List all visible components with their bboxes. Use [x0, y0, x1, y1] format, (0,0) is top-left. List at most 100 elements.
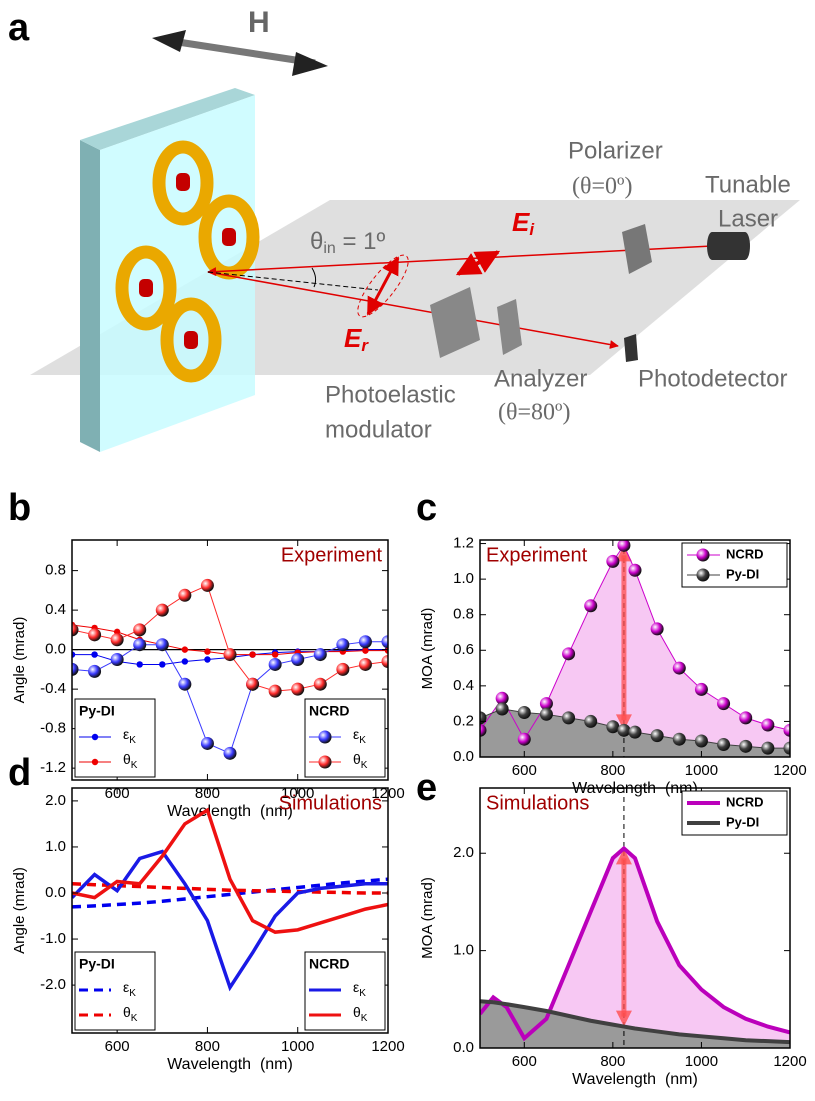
legend-title: NCRD [309, 956, 349, 972]
chart: b0.80.40.0-0.4-0.8-1.260080010001200Wave… [8, 487, 405, 820]
legend-subscript: K [131, 760, 138, 771]
data-point [540, 708, 553, 721]
data-point [224, 747, 237, 760]
analyzer-angle: (θ=80º) [498, 400, 570, 426]
data-point [673, 733, 686, 746]
y-tick-label: 0.0 [45, 641, 66, 658]
data-point [336, 638, 349, 651]
data-point [201, 737, 214, 750]
disk [139, 279, 153, 297]
data-point [717, 738, 730, 751]
legend: NCRD [305, 699, 385, 777]
annotation: Simulations [486, 792, 589, 814]
legend: Py-DI [75, 952, 155, 1030]
x-tick-label: 600 [105, 1038, 130, 1055]
data-point [629, 564, 642, 577]
y-tick-label: 1.0 [453, 570, 474, 587]
x-tick-label: 1200 [773, 762, 806, 779]
data-point [651, 622, 664, 635]
data-point [156, 638, 169, 651]
data-point [111, 653, 124, 666]
field-arrow [165, 40, 315, 63]
y-tick-label: 0.4 [453, 677, 474, 694]
data-point [246, 678, 259, 691]
legend: NCRD [305, 952, 385, 1030]
legend-marker [92, 759, 98, 765]
data-point [739, 711, 752, 724]
data-point [291, 683, 304, 696]
modulator-label: modulator [325, 416, 432, 443]
y-tick-label: 0.0 [453, 1039, 474, 1056]
disk [184, 331, 198, 349]
data-point [761, 742, 774, 755]
legend-subscript: K [361, 1013, 368, 1024]
data-point [201, 579, 214, 592]
y-tick-label: -1.0 [40, 930, 66, 947]
data-point [269, 685, 282, 698]
data-point [617, 539, 630, 552]
modulator-label: Photoelastic [325, 381, 456, 408]
polarizer-label: Polarizer [568, 137, 663, 164]
data-point [695, 683, 708, 696]
panel-label: e [416, 767, 437, 809]
legend-name: θ [123, 751, 131, 767]
y-tick-label: 0.6 [453, 641, 474, 658]
y-tick-label: -0.8 [40, 720, 66, 737]
data-point [739, 740, 752, 753]
data-point [606, 720, 619, 733]
y-tick-label: 1.0 [453, 942, 474, 959]
y-axis-label: MOA (mrad) [419, 877, 436, 959]
x-tick-label: 1000 [685, 1053, 718, 1070]
data-point [111, 633, 124, 646]
figure: a H [0, 0, 815, 1101]
legend-title: NCRD [309, 703, 349, 719]
data-point [336, 663, 349, 676]
x-tick-label: 1000 [685, 762, 718, 779]
panel-label: b [8, 487, 31, 529]
x-axis-label: Wavelength (nm) [572, 1071, 698, 1088]
data-point [159, 661, 165, 667]
data-point [178, 678, 191, 691]
panel-label: c [416, 487, 437, 529]
data-point [314, 678, 327, 691]
data-point [178, 589, 191, 602]
data-point [133, 638, 146, 651]
y-tick-label: 0.0 [45, 884, 66, 901]
y-tick-label: -2.0 [40, 976, 66, 993]
legend-name: θ [353, 751, 361, 767]
y-tick-label: 2.0 [45, 792, 66, 809]
data-point [182, 658, 188, 664]
x-axis-label: Wavelength (nm) [167, 1056, 293, 1073]
legend: NCRDPy-DI [682, 543, 787, 587]
plate-side [80, 140, 100, 452]
polarizer-angle: (θ=0º) [572, 174, 632, 200]
angle-text: = 1º [336, 228, 386, 255]
legend-subscript: K [131, 1013, 138, 1024]
legend-title: Py-DI [79, 703, 115, 719]
y-tick-label: 1.2 [453, 535, 474, 552]
data-point [91, 651, 97, 657]
y-tick-label: -0.4 [40, 680, 66, 697]
y-tick-label: 2.0 [453, 844, 474, 861]
data-point [629, 726, 642, 739]
data-point [272, 651, 278, 657]
annotation: Experiment [486, 544, 588, 566]
legend-title: Py-DI [79, 956, 115, 972]
legend-label: Py-DI [726, 566, 759, 581]
data-point [133, 623, 146, 636]
data-point [224, 648, 237, 661]
data-point [606, 555, 619, 568]
y-axis-label: Angle (mrad) [11, 867, 28, 954]
laser [707, 232, 750, 260]
legend-subscript: K [359, 988, 366, 999]
data-point [761, 718, 774, 731]
panel-label: d [8, 752, 31, 794]
legend-marker [697, 569, 710, 582]
x-axis-label: Wavelength (nm) [167, 803, 293, 820]
legend-marker [697, 549, 710, 562]
data-point [584, 715, 597, 728]
y-tick-label: 0.8 [45, 562, 66, 579]
annotation: Simulations [279, 792, 382, 814]
legend-subscript: K [359, 735, 366, 746]
legend-label: Py-DI [726, 814, 759, 829]
